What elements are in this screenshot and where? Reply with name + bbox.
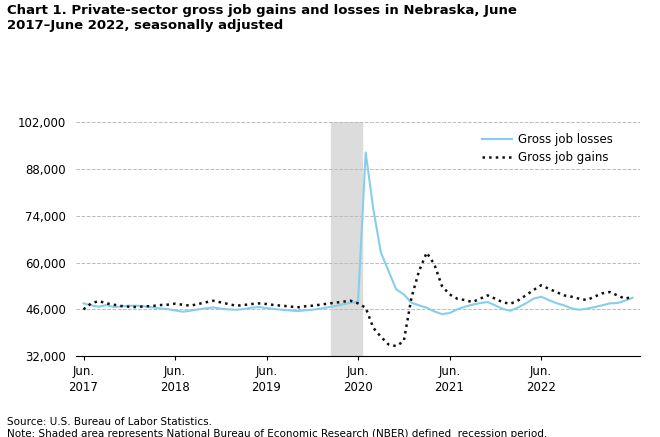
Text: Chart 1. Private-sector gross job gains and losses in Nebraska, June
2017–June 2: Chart 1. Private-sector gross job gains … [7,4,517,32]
Text: Source: U.S. Bureau of Labor Statistics.: Source: U.S. Bureau of Labor Statistics. [7,417,212,427]
Text: Note: Shaded area represents National Bureau of Economic Research (NBER) defined: Note: Shaded area represents National Bu… [7,429,547,437]
Bar [331,122,362,356]
Legend: Gross job losses, Gross job gains: Gross job losses, Gross job gains [478,128,617,168]
